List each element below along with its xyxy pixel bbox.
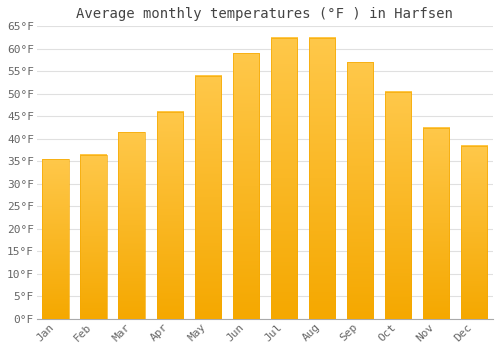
Bar xyxy=(460,146,487,319)
Bar xyxy=(156,112,183,319)
Bar xyxy=(346,62,374,319)
Bar xyxy=(42,159,69,319)
Bar xyxy=(232,53,259,319)
Bar xyxy=(194,76,221,319)
Title: Average monthly temperatures (°F ) in Harfsen: Average monthly temperatures (°F ) in Ha… xyxy=(76,7,454,21)
Bar xyxy=(270,37,297,319)
Bar xyxy=(80,155,107,319)
Bar xyxy=(308,37,335,319)
Bar xyxy=(384,92,411,319)
Bar xyxy=(118,132,145,319)
Bar xyxy=(422,127,450,319)
